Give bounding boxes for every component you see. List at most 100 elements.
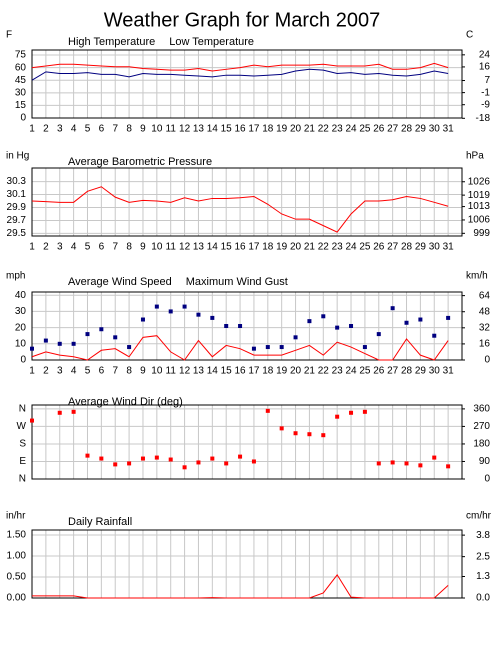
x-tick-label: 20	[290, 366, 302, 377]
x-tick-label: 2	[43, 366, 49, 377]
data-marker	[279, 345, 284, 350]
legend-entry: Average Barometric Pressure	[68, 156, 212, 168]
y-tick-label: 1.00	[7, 551, 27, 562]
plot-frame	[31, 404, 463, 480]
plot-frame	[31, 291, 463, 361]
y-tick-label: S	[19, 439, 26, 450]
data-marker	[127, 345, 132, 350]
y2-tick-label: 1013	[468, 201, 491, 212]
data-marker	[446, 464, 451, 469]
x-tick-label: 21	[304, 124, 316, 135]
data-marker	[85, 332, 90, 337]
y-tick-label: 29.9	[7, 202, 27, 213]
y2-tick-label: 270	[473, 421, 490, 432]
x-tick-label: 31	[443, 124, 455, 135]
x-tick-label: 12	[179, 366, 191, 377]
x-tick-label: 1	[29, 366, 35, 377]
y-unit-label: mph	[6, 271, 25, 282]
y2-tick-label: 360	[473, 404, 490, 415]
data-line	[31, 62, 449, 72]
x-tick-label: 8	[126, 242, 132, 253]
data-marker	[376, 332, 381, 337]
data-marker	[265, 408, 270, 413]
data-marker	[196, 312, 201, 317]
y2-tick-label: 3.8	[476, 530, 490, 541]
y-tick-label: 60	[15, 62, 27, 73]
x-tick-label: 14	[207, 124, 219, 135]
x-tick-label: 6	[99, 124, 105, 135]
x-tick-label: 24	[345, 366, 357, 377]
plot-area	[31, 167, 463, 237]
plot-area	[31, 49, 463, 119]
x-tick-label: 31	[443, 242, 455, 253]
y-unit-label: in/hr	[6, 511, 26, 522]
data-marker	[85, 453, 90, 458]
data-marker	[418, 317, 423, 322]
x-tick-label: 3	[57, 242, 63, 253]
x-tick-label: 7	[112, 366, 118, 377]
x-tick-label: 28	[401, 366, 413, 377]
data-marker	[57, 341, 62, 346]
x-tick-label: 9	[140, 124, 146, 135]
x-tick-label: 18	[262, 242, 274, 253]
data-marker	[140, 317, 145, 322]
data-line	[32, 574, 449, 599]
x-tick-label: 28	[401, 242, 413, 253]
data-marker	[362, 345, 367, 350]
plot-area	[31, 529, 463, 599]
data-marker	[251, 346, 256, 351]
data-marker	[446, 315, 451, 320]
x-tick-label: 4	[71, 242, 77, 253]
data-marker	[293, 335, 298, 340]
y2-tick-label: -9	[481, 99, 490, 110]
data-marker	[182, 304, 187, 309]
x-tick-label: 24	[345, 242, 357, 253]
y-tick-label: 0	[20, 355, 26, 366]
x-tick-label: 31	[443, 366, 455, 377]
x-tick-label: 4	[71, 366, 77, 377]
x-tick-label: 6	[99, 366, 105, 377]
data-marker	[362, 409, 367, 414]
plot-frame	[31, 49, 463, 119]
x-tick-label: 24	[345, 124, 357, 135]
x-tick-label: 21	[304, 366, 316, 377]
data-marker	[404, 320, 409, 325]
data-marker	[418, 463, 423, 468]
data-marker	[168, 309, 173, 314]
data-marker	[196, 460, 201, 465]
x-tick-label: 11	[166, 124, 177, 135]
data-marker	[168, 457, 173, 462]
data-marker	[335, 414, 340, 419]
y2-tick-label: 0	[484, 474, 490, 485]
plot-area	[31, 404, 463, 480]
x-tick-label: 26	[373, 242, 385, 253]
y2-tick-label: 1.3	[476, 571, 490, 582]
x-tick-label: 20	[290, 124, 302, 135]
y2-tick-label: 16	[479, 339, 491, 350]
x-tick-label: 20	[290, 242, 302, 253]
plot-area	[31, 291, 463, 361]
data-marker	[349, 410, 354, 415]
data-marker	[99, 456, 104, 461]
x-tick-label: 12	[179, 242, 191, 253]
x-tick-label: 27	[387, 366, 399, 377]
y2-tick-label: 1019	[468, 190, 491, 201]
x-tick-label: 14	[207, 366, 219, 377]
y-tick-label: 30	[15, 87, 27, 98]
x-tick-label: 5	[85, 366, 91, 377]
y-tick-label: 0.00	[7, 593, 27, 604]
data-marker	[71, 409, 76, 414]
x-tick-label: 15	[221, 124, 233, 135]
y2-unit-label: km/h	[466, 271, 488, 282]
x-tick-label: 17	[248, 242, 260, 253]
y2-unit-label: hPa	[466, 151, 484, 162]
data-marker	[390, 306, 395, 311]
y2-tick-label: 48	[479, 306, 491, 317]
x-tick-label: 3	[57, 366, 63, 377]
y2-tick-label: 16	[479, 62, 491, 73]
x-tick-label: 4	[71, 124, 77, 135]
data-line	[31, 186, 449, 233]
x-tick-label: 10	[151, 366, 163, 377]
data-marker	[321, 433, 326, 438]
data-marker	[57, 410, 62, 415]
